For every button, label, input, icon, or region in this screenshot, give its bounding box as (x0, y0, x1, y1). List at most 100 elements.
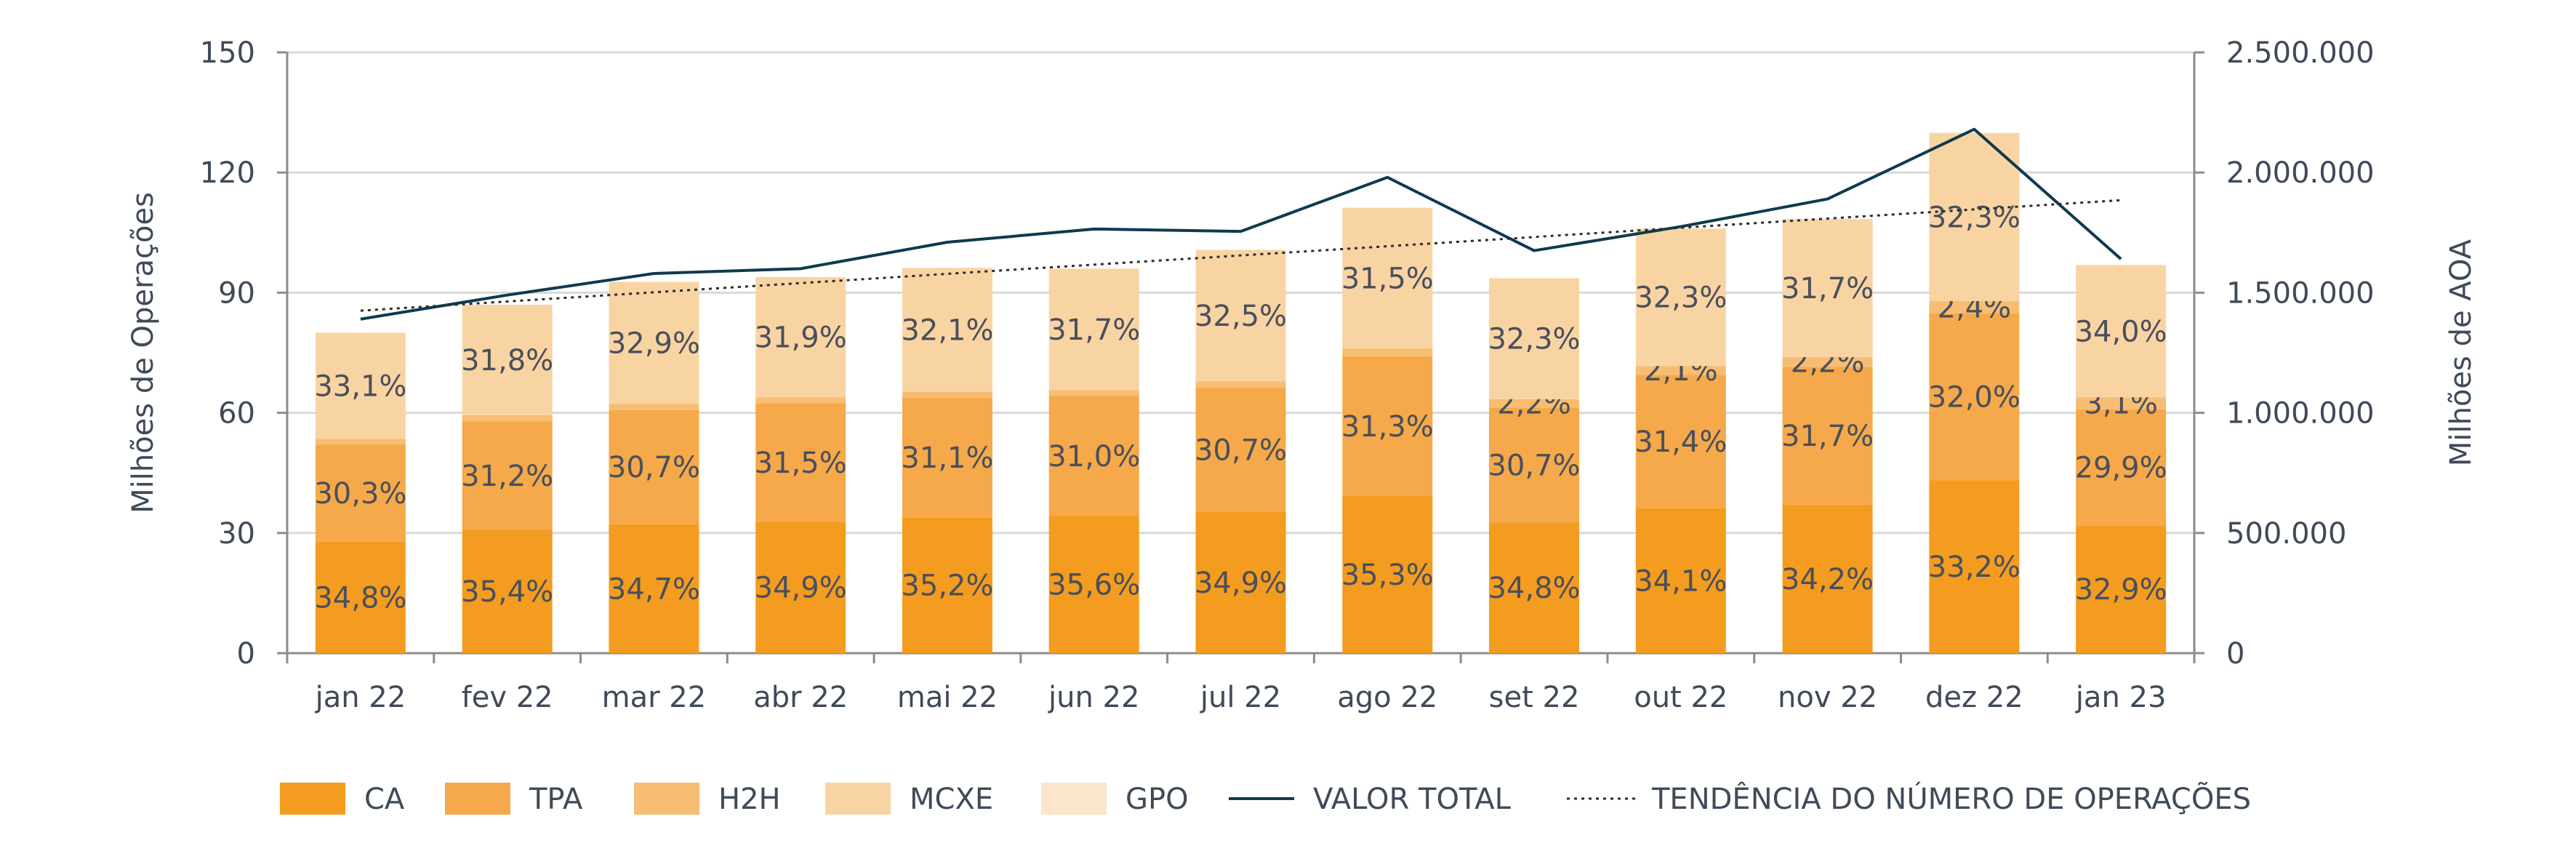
x-tick-label: fev 22 (462, 681, 553, 714)
data-label: 30,7% (1195, 434, 1287, 467)
x-tick-label: ago 22 (1337, 681, 1437, 714)
data-label: 34,8% (1488, 572, 1580, 605)
bar-mcxe (1195, 249, 1286, 382)
data-label: 31,4% (1634, 425, 1727, 459)
bar-h2h (1782, 357, 1873, 367)
x-tick-label: jul 22 (1200, 681, 1281, 714)
legend-label: TPA (529, 783, 583, 816)
data-label: 31,9% (755, 321, 847, 355)
y-right-tick-label: 1.500.000 (2226, 276, 2375, 310)
data-label: 35,4% (461, 575, 553, 609)
bar-ca (1782, 504, 1873, 653)
bar-h2h (902, 391, 992, 398)
bar-ca (2076, 525, 2167, 653)
legend-swatch-h2h (634, 783, 699, 815)
data-label: 34,0% (2075, 315, 2167, 348)
legend-label: GPO (1126, 783, 1189, 816)
data-label: 32,5% (1195, 300, 1287, 333)
valor-total-line (360, 127, 2122, 321)
bar-h2h (315, 439, 406, 445)
bar-tpa (1342, 356, 1433, 496)
bar-tpa (755, 403, 846, 522)
data-label: 30,7% (1488, 449, 1580, 482)
y-right-tick-label: 1.000.000 (2226, 397, 2375, 431)
x-tick-label: nov 22 (1778, 681, 1877, 714)
data-label: 34,9% (755, 572, 847, 605)
bar-ca (315, 541, 406, 653)
y-tick-label: 90 (218, 276, 255, 310)
bar-tpa (609, 409, 699, 524)
bar-ca (1635, 508, 1726, 653)
bar-ca (1195, 511, 1286, 653)
bar-ca (462, 530, 553, 653)
x-tick-label: jan 22 (315, 681, 406, 714)
data-label: 31,5% (755, 447, 847, 480)
x-tick-label: mai 22 (897, 681, 998, 714)
data-label: 33,1% (314, 369, 406, 403)
legend-label: TENDÊNCIA DO NÚMERO DE OPERAÇÕES (1651, 781, 2251, 816)
data-label: 32,0% (1928, 381, 2021, 415)
bar-mcxe (315, 332, 406, 439)
bar-mcxe (1929, 132, 2020, 301)
y-tick-label: 0 (237, 637, 255, 671)
bar-ca (609, 524, 699, 653)
bar-h2h (1342, 348, 1433, 356)
bar-mcxe (755, 276, 846, 398)
y-axis-title-right: Milhões de AOA (2444, 239, 2478, 466)
data-label: 31,5% (1341, 262, 1434, 295)
data-label: 31,7% (1781, 272, 1874, 305)
legend-label: MCXE (910, 783, 993, 816)
y-tick-label: 60 (218, 397, 255, 431)
bar-tpa (1635, 375, 1726, 508)
bar-mcxe (1489, 278, 1580, 399)
x-tick-label: abr 22 (753, 681, 848, 714)
data-label: 32,9% (608, 327, 700, 361)
bar-mcxe (1048, 268, 1139, 391)
data-label: 29,9% (2075, 451, 2167, 484)
bar-h2h (462, 415, 553, 422)
x-tick-label: jan 23 (2075, 681, 2167, 714)
bar-mcxe (1782, 219, 1873, 358)
y-tick-label: 30 (218, 517, 255, 551)
x-tick-label: set 22 (1489, 681, 1580, 714)
bar-tpa (1195, 387, 1286, 512)
bar-ca (1929, 480, 2020, 653)
bar-tpa (1048, 396, 1139, 516)
bar-ca (902, 517, 992, 653)
legend-swatch-gpo (1041, 783, 1107, 815)
bar-ca (755, 522, 846, 653)
data-label: 31,7% (1781, 420, 1874, 453)
data-label: 31,3% (1341, 410, 1434, 444)
trend-line (360, 199, 2122, 312)
y-right-tick-label: 2.500.000 (2226, 36, 2375, 70)
legend-label: VALOR TOTAL (1313, 783, 1512, 816)
data-label: 30,3% (314, 477, 406, 511)
bar-h2h (1635, 366, 1726, 375)
data-label: 34,8% (314, 581, 406, 615)
bar-ca (1489, 522, 1580, 653)
bar-h2h (755, 397, 846, 404)
data-label: 32,3% (1634, 281, 1727, 315)
bar-h2h (1195, 381, 1286, 388)
y-right-tick-label: 500.000 (2226, 517, 2346, 551)
data-label: 31,0% (1048, 440, 1140, 474)
legend-label: CA (364, 783, 405, 816)
data-label: 31,2% (461, 460, 553, 493)
legend-swatch-tpa (445, 783, 510, 815)
data-label: 31,8% (461, 344, 553, 377)
bar-mcxe (2076, 265, 2167, 398)
data-label: 34,7% (608, 572, 700, 606)
data-label: 30,7% (608, 451, 700, 484)
bar-tpa (902, 397, 992, 518)
x-tick-label: out 22 (1634, 681, 1728, 714)
data-label: 34,9% (1195, 567, 1287, 600)
bar-tpa (2076, 409, 2167, 526)
data-label: 32,3% (1928, 201, 2021, 234)
bar-tpa (1929, 313, 2020, 481)
bar-h2h (609, 404, 699, 410)
bar-tpa (315, 444, 406, 542)
data-label: 34,1% (1634, 564, 1727, 598)
bar-mcxe (609, 281, 699, 404)
